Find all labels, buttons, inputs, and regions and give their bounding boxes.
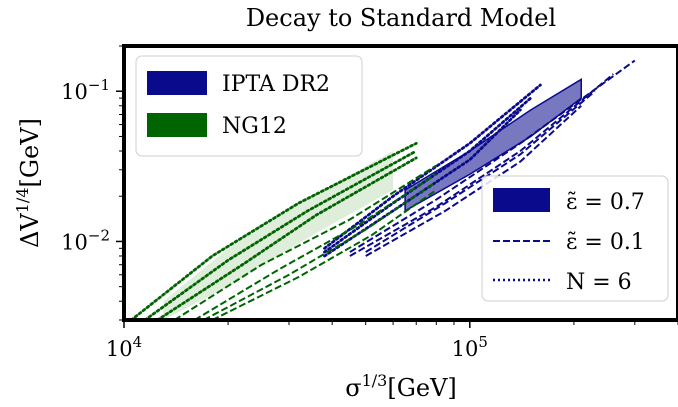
x-tick-label: 105 <box>452 333 488 361</box>
legend-swatch-ng12 <box>147 113 207 137</box>
series-line-8 <box>194 173 437 320</box>
series-line-7 <box>173 164 437 320</box>
legend-label-ng12: NG12 <box>222 114 287 139</box>
y-tick-label: 10−2 <box>61 226 110 254</box>
series-lines <box>129 59 636 320</box>
x-axis-label: σ1/3​[GeV] <box>345 371 457 402</box>
legend-label-eps07: ε̃ = 0.7 <box>566 190 645 215</box>
chart-title: Decay to Standard Model <box>246 4 556 32</box>
legend-swatch-ipta <box>147 71 207 95</box>
legend-label-n6: N = 6 <box>566 270 632 295</box>
series-line-10 <box>211 189 437 320</box>
series-line-11 <box>129 141 418 320</box>
y-axis-ticks: 10−1 10−2 <box>61 45 124 321</box>
legend-swatch-filled <box>493 188 550 212</box>
y-tick-label: 10−1 <box>61 76 110 104</box>
legend-datasets: IPTA DR2 NG12 <box>135 55 363 157</box>
legend-label-ipta: IPTA DR2 <box>222 72 330 97</box>
series-line-4 <box>323 83 542 250</box>
series-line-0 <box>349 59 636 253</box>
series-line-1 <box>349 73 614 257</box>
series-line-13 <box>156 156 418 320</box>
legend-styles: ε̃ = 0.7 ε̃ = 0.1 N = 6 <box>481 175 669 302</box>
series-line-2 <box>365 90 596 253</box>
y-axis-label: ΔV1/4​[GeV] <box>13 118 44 248</box>
plot-frame <box>122 44 678 322</box>
x-tick-label: 104 <box>106 333 142 361</box>
x-axis-ticks: 104 105 <box>106 320 678 361</box>
series-line-12 <box>143 149 418 320</box>
legend-label-eps01: ε̃ = 0.1 <box>566 230 645 255</box>
series-line-9 <box>203 180 437 320</box>
region-ipta-0 <box>404 77 582 213</box>
